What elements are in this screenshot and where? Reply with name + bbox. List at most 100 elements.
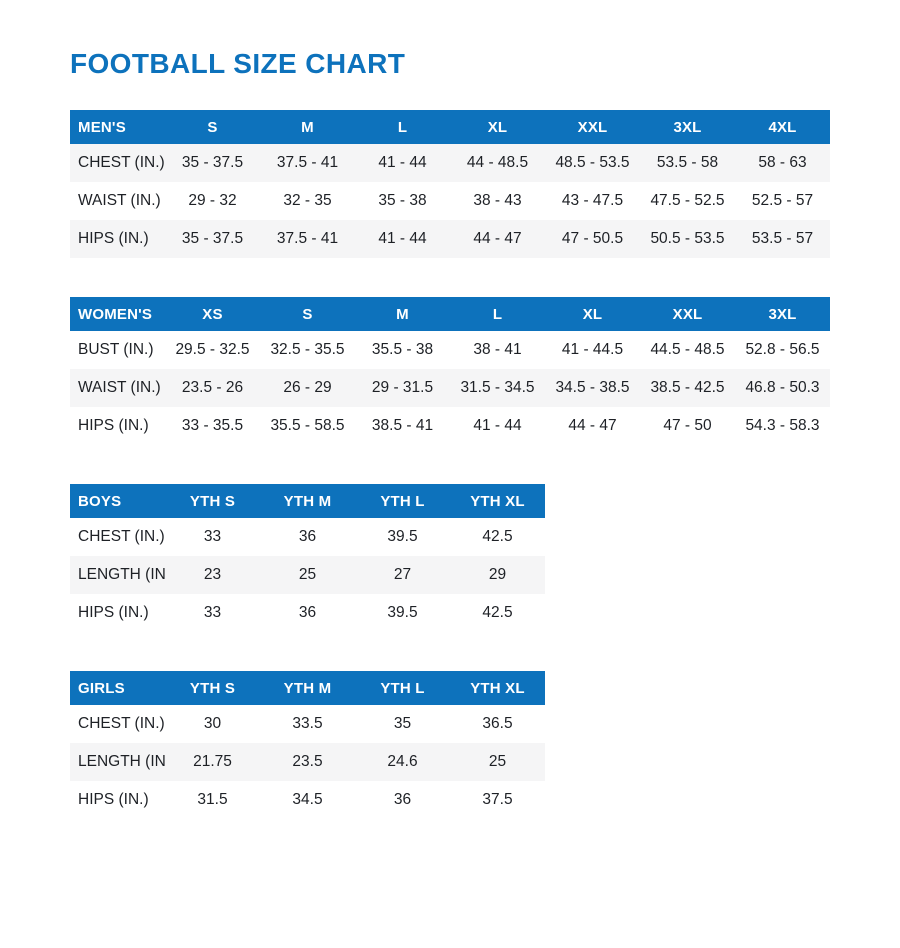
measurement-cell: 23.5 bbox=[260, 743, 355, 781]
row-label: CHEST (IN.) bbox=[70, 144, 165, 182]
womens-size-header-cell: 3XL bbox=[735, 297, 830, 331]
measurement-cell: 35 - 38 bbox=[378, 192, 427, 209]
measurement-cell: 46.8 - 50.3 bbox=[735, 369, 830, 407]
womens-size-header-cell: L bbox=[450, 297, 545, 331]
boys-size-header-cell: YTH XL bbox=[450, 484, 545, 518]
girls-size-header-cell: YTH L bbox=[355, 671, 450, 705]
row-label: WAIST (IN.) bbox=[78, 192, 161, 209]
measurement-cell: 48.5 - 53.5 bbox=[545, 144, 640, 182]
measurement-cell: 36.5 bbox=[482, 715, 513, 732]
mens-size-header-cell: 4XL bbox=[735, 110, 830, 144]
womens-header-row: WOMEN'S XS S M L XL XXL 3XL bbox=[70, 297, 830, 331]
measurement-cell: 47 - 50.5 bbox=[545, 220, 640, 258]
womens-size-header-cell: XXL bbox=[640, 297, 735, 331]
measurement-cell: 41 - 44.5 bbox=[561, 341, 624, 358]
row-label: LENGTH (IN.) bbox=[70, 743, 165, 781]
measurement-cell: 26 - 29 bbox=[260, 369, 355, 407]
measurement-cell: 43 - 47.5 bbox=[561, 192, 624, 209]
row-label: LENGTH (IN.) bbox=[70, 556, 165, 594]
measurement-cell: 34.5 bbox=[292, 791, 323, 808]
measurement-cell: 21.75 bbox=[165, 743, 260, 781]
measurement-cell: 38.5 - 42.5 bbox=[640, 369, 735, 407]
row-label: WAIST (IN.) bbox=[70, 369, 165, 407]
boys-header-row: BOYS YTH S YTH M YTH L YTH XL bbox=[70, 484, 545, 518]
measurement-cell: 24.6 bbox=[355, 743, 450, 781]
measurement-cell: 44.5 - 48.5 bbox=[650, 341, 725, 358]
measurement-cell: 37.5 - 41 bbox=[260, 144, 355, 182]
measurement-cell: 53.5 - 58 bbox=[640, 144, 735, 182]
measurement-cell: 34.5 - 38.5 bbox=[545, 369, 640, 407]
measurement-cell: 35.5 - 58.5 bbox=[270, 417, 345, 434]
womens-size-header-cell: XL bbox=[545, 297, 640, 331]
table-row: CHEST (IN.) 35 - 37.5 37.5 - 41 41 - 44 44 -… bbox=[70, 144, 830, 182]
boys-size-header-cell: YTH M bbox=[260, 484, 355, 518]
measurement-cell: 52.5 - 57 bbox=[751, 192, 814, 209]
measurement-cell: 37.5 - 41 bbox=[260, 220, 355, 258]
measurement-cell: 44 - 48.5 bbox=[450, 144, 545, 182]
mens-size-header-cell: L bbox=[355, 110, 450, 144]
row-label: BUST (IN.) bbox=[78, 341, 154, 358]
measurement-cell: 25 bbox=[450, 743, 545, 781]
mens-size-header-cell: XL bbox=[450, 110, 545, 144]
measurement-cell: 53.5 - 57 bbox=[735, 220, 830, 258]
measurement-cell: 38 - 41 bbox=[473, 341, 522, 358]
measurement-cell: 23 bbox=[165, 556, 260, 594]
mens-size-header-cell: S bbox=[165, 110, 260, 144]
table-row: HIPS (IN.) 33 36 39.5 42.5 bbox=[70, 594, 545, 632]
boys-size-header-cell: YTH L bbox=[355, 484, 450, 518]
girls-table-title-cell: GIRLS bbox=[70, 671, 165, 705]
row-label: CHEST (IN.) bbox=[78, 715, 165, 732]
measurement-cell: 58 - 63 bbox=[735, 144, 830, 182]
measurement-cell: 47 - 50 bbox=[663, 417, 712, 434]
size-tables: MEN'S S M L XL XXL 3XL 4XL CHEST (IN.) 35 - 37.5 3… bbox=[70, 110, 900, 819]
measurement-cell: 42.5 bbox=[482, 528, 513, 545]
girls-size-table: GIRLS YTH S YTH M YTH L YTH XL CHEST (IN.) 30 3… bbox=[70, 671, 545, 819]
measurement-cell: 44 - 47 bbox=[568, 417, 617, 434]
table-row: HIPS (IN.) 35 - 37.5 37.5 - 41 41 - 44 44 - … bbox=[70, 220, 830, 258]
measurement-cell: 33.5 bbox=[292, 715, 323, 732]
mens-size-table: MEN'S S M L XL XXL 3XL 4XL CHEST (IN.) 35 - 37.5 3… bbox=[70, 110, 830, 258]
mens-size-header-cell: 3XL bbox=[640, 110, 735, 144]
measurement-cell: 33 bbox=[203, 528, 222, 545]
boys-table-title-cell: BOYS bbox=[70, 484, 165, 518]
table-row: CHEST (IN.) 33 36 39.5 42.5 bbox=[70, 518, 545, 556]
measurement-cell: 41 - 44 bbox=[473, 417, 522, 434]
girls-size-header-cell: YTH M bbox=[260, 671, 355, 705]
measurement-cell: 36 bbox=[393, 791, 412, 808]
table-row: HIPS (IN.) 31.5 34.5 36 37.5 bbox=[70, 781, 545, 819]
girls-size-header-cell: YTH XL bbox=[450, 671, 545, 705]
measurement-cell: 36 bbox=[298, 604, 317, 621]
measurement-cell: 44 - 47 bbox=[450, 220, 545, 258]
measurement-cell: 32 - 35 bbox=[283, 192, 332, 209]
boys-size-header-cell: YTH S bbox=[165, 484, 260, 518]
measurement-cell: 38.5 - 41 bbox=[371, 417, 434, 434]
measurement-cell: 32.5 - 35.5 bbox=[270, 341, 345, 358]
measurement-cell: 31.5 bbox=[197, 791, 228, 808]
measurement-cell: 47.5 - 52.5 bbox=[650, 192, 725, 209]
measurement-cell: 27 bbox=[355, 556, 450, 594]
measurement-cell: 31.5 - 34.5 bbox=[450, 369, 545, 407]
boys-size-table: BOYS YTH S YTH M YTH L YTH XL CHEST (IN.) 33 36… bbox=[70, 484, 545, 632]
measurement-cell: 39.5 bbox=[387, 604, 418, 621]
page-title: FOOTBALL SIZE CHART bbox=[70, 48, 406, 79]
measurement-cell: 38 - 43 bbox=[473, 192, 522, 209]
mens-header-row: MEN'S S M L XL XXL 3XL 4XL bbox=[70, 110, 830, 144]
table-row: WAIST (IN.) 23.5 - 26 26 - 29 29 - 31.5 31.5… bbox=[70, 369, 830, 407]
measurement-cell: 33 - 35.5 bbox=[181, 417, 244, 434]
girls-size-header-cell: YTH S bbox=[165, 671, 260, 705]
measurement-cell: 42.5 bbox=[482, 604, 513, 621]
measurement-cell: 30 bbox=[203, 715, 222, 732]
measurement-cell: 52.8 - 56.5 bbox=[745, 341, 820, 358]
table-row: CHEST (IN.) 30 33.5 35 36.5 bbox=[70, 705, 545, 743]
measurement-cell: 35 - 37.5 bbox=[165, 144, 260, 182]
table-row: BUST (IN.) 29.5 - 32.5 32.5 - 35.5 35.5 - 3… bbox=[70, 331, 830, 369]
row-label: HIPS (IN.) bbox=[78, 417, 149, 434]
mens-table-title-cell: MEN'S bbox=[70, 110, 165, 144]
measurement-cell: 39.5 bbox=[387, 528, 418, 545]
row-label: HIPS (IN.) bbox=[70, 220, 165, 258]
table-row: WAIST (IN.) 29 - 32 32 - 35 35 - 38 38 - 43 4… bbox=[70, 182, 830, 220]
row-label: CHEST (IN.) bbox=[78, 528, 165, 545]
row-label: HIPS (IN.) bbox=[78, 604, 149, 621]
